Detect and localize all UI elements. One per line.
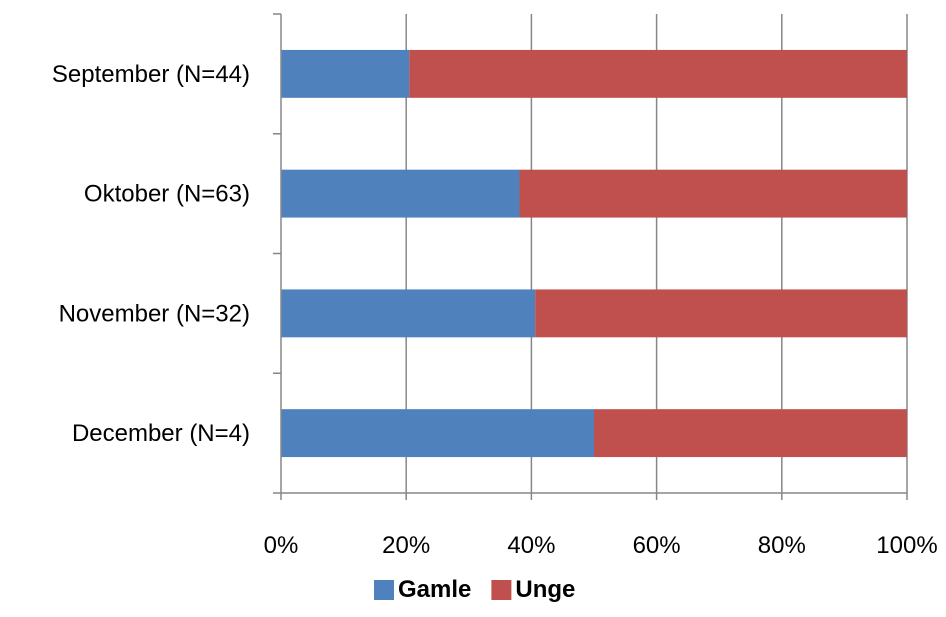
legend-label-gamle: Gamle bbox=[398, 576, 471, 603]
legend-label-unge: Unge bbox=[515, 576, 575, 603]
bar-gamle bbox=[281, 409, 594, 458]
legend-swatch-gamle bbox=[374, 580, 394, 600]
category-labels: September (N=44) Oktober (N=63) November (… bbox=[52, 61, 250, 447]
x-tick-labels: 0% 20% 40% 60% 80% 100% bbox=[264, 532, 938, 559]
bar-unge bbox=[535, 289, 907, 338]
category-label: December (N=4) bbox=[72, 420, 250, 447]
legend-swatch-unge bbox=[491, 580, 512, 600]
x-tick-label: 100% bbox=[876, 532, 937, 559]
bar-gamle bbox=[281, 169, 520, 218]
x-tick-label: 60% bbox=[633, 532, 681, 559]
legend: Gamle Unge bbox=[374, 576, 575, 603]
x-tick-label: 0% bbox=[264, 532, 299, 559]
category-label: November (N=32) bbox=[59, 300, 250, 327]
bar-unge bbox=[409, 49, 907, 98]
x-tick-label: 40% bbox=[507, 532, 555, 559]
bar-gamle bbox=[281, 49, 410, 98]
bar-unge bbox=[519, 169, 907, 218]
category-label: September (N=44) bbox=[52, 61, 250, 88]
category-label: Oktober (N=63) bbox=[84, 181, 250, 208]
bars bbox=[281, 49, 907, 458]
x-tick-label: 80% bbox=[758, 532, 806, 559]
bar-gamle bbox=[281, 289, 536, 338]
axes bbox=[273, 13, 908, 500]
bar-unge bbox=[594, 409, 907, 458]
x-tick-label: 20% bbox=[382, 532, 430, 559]
